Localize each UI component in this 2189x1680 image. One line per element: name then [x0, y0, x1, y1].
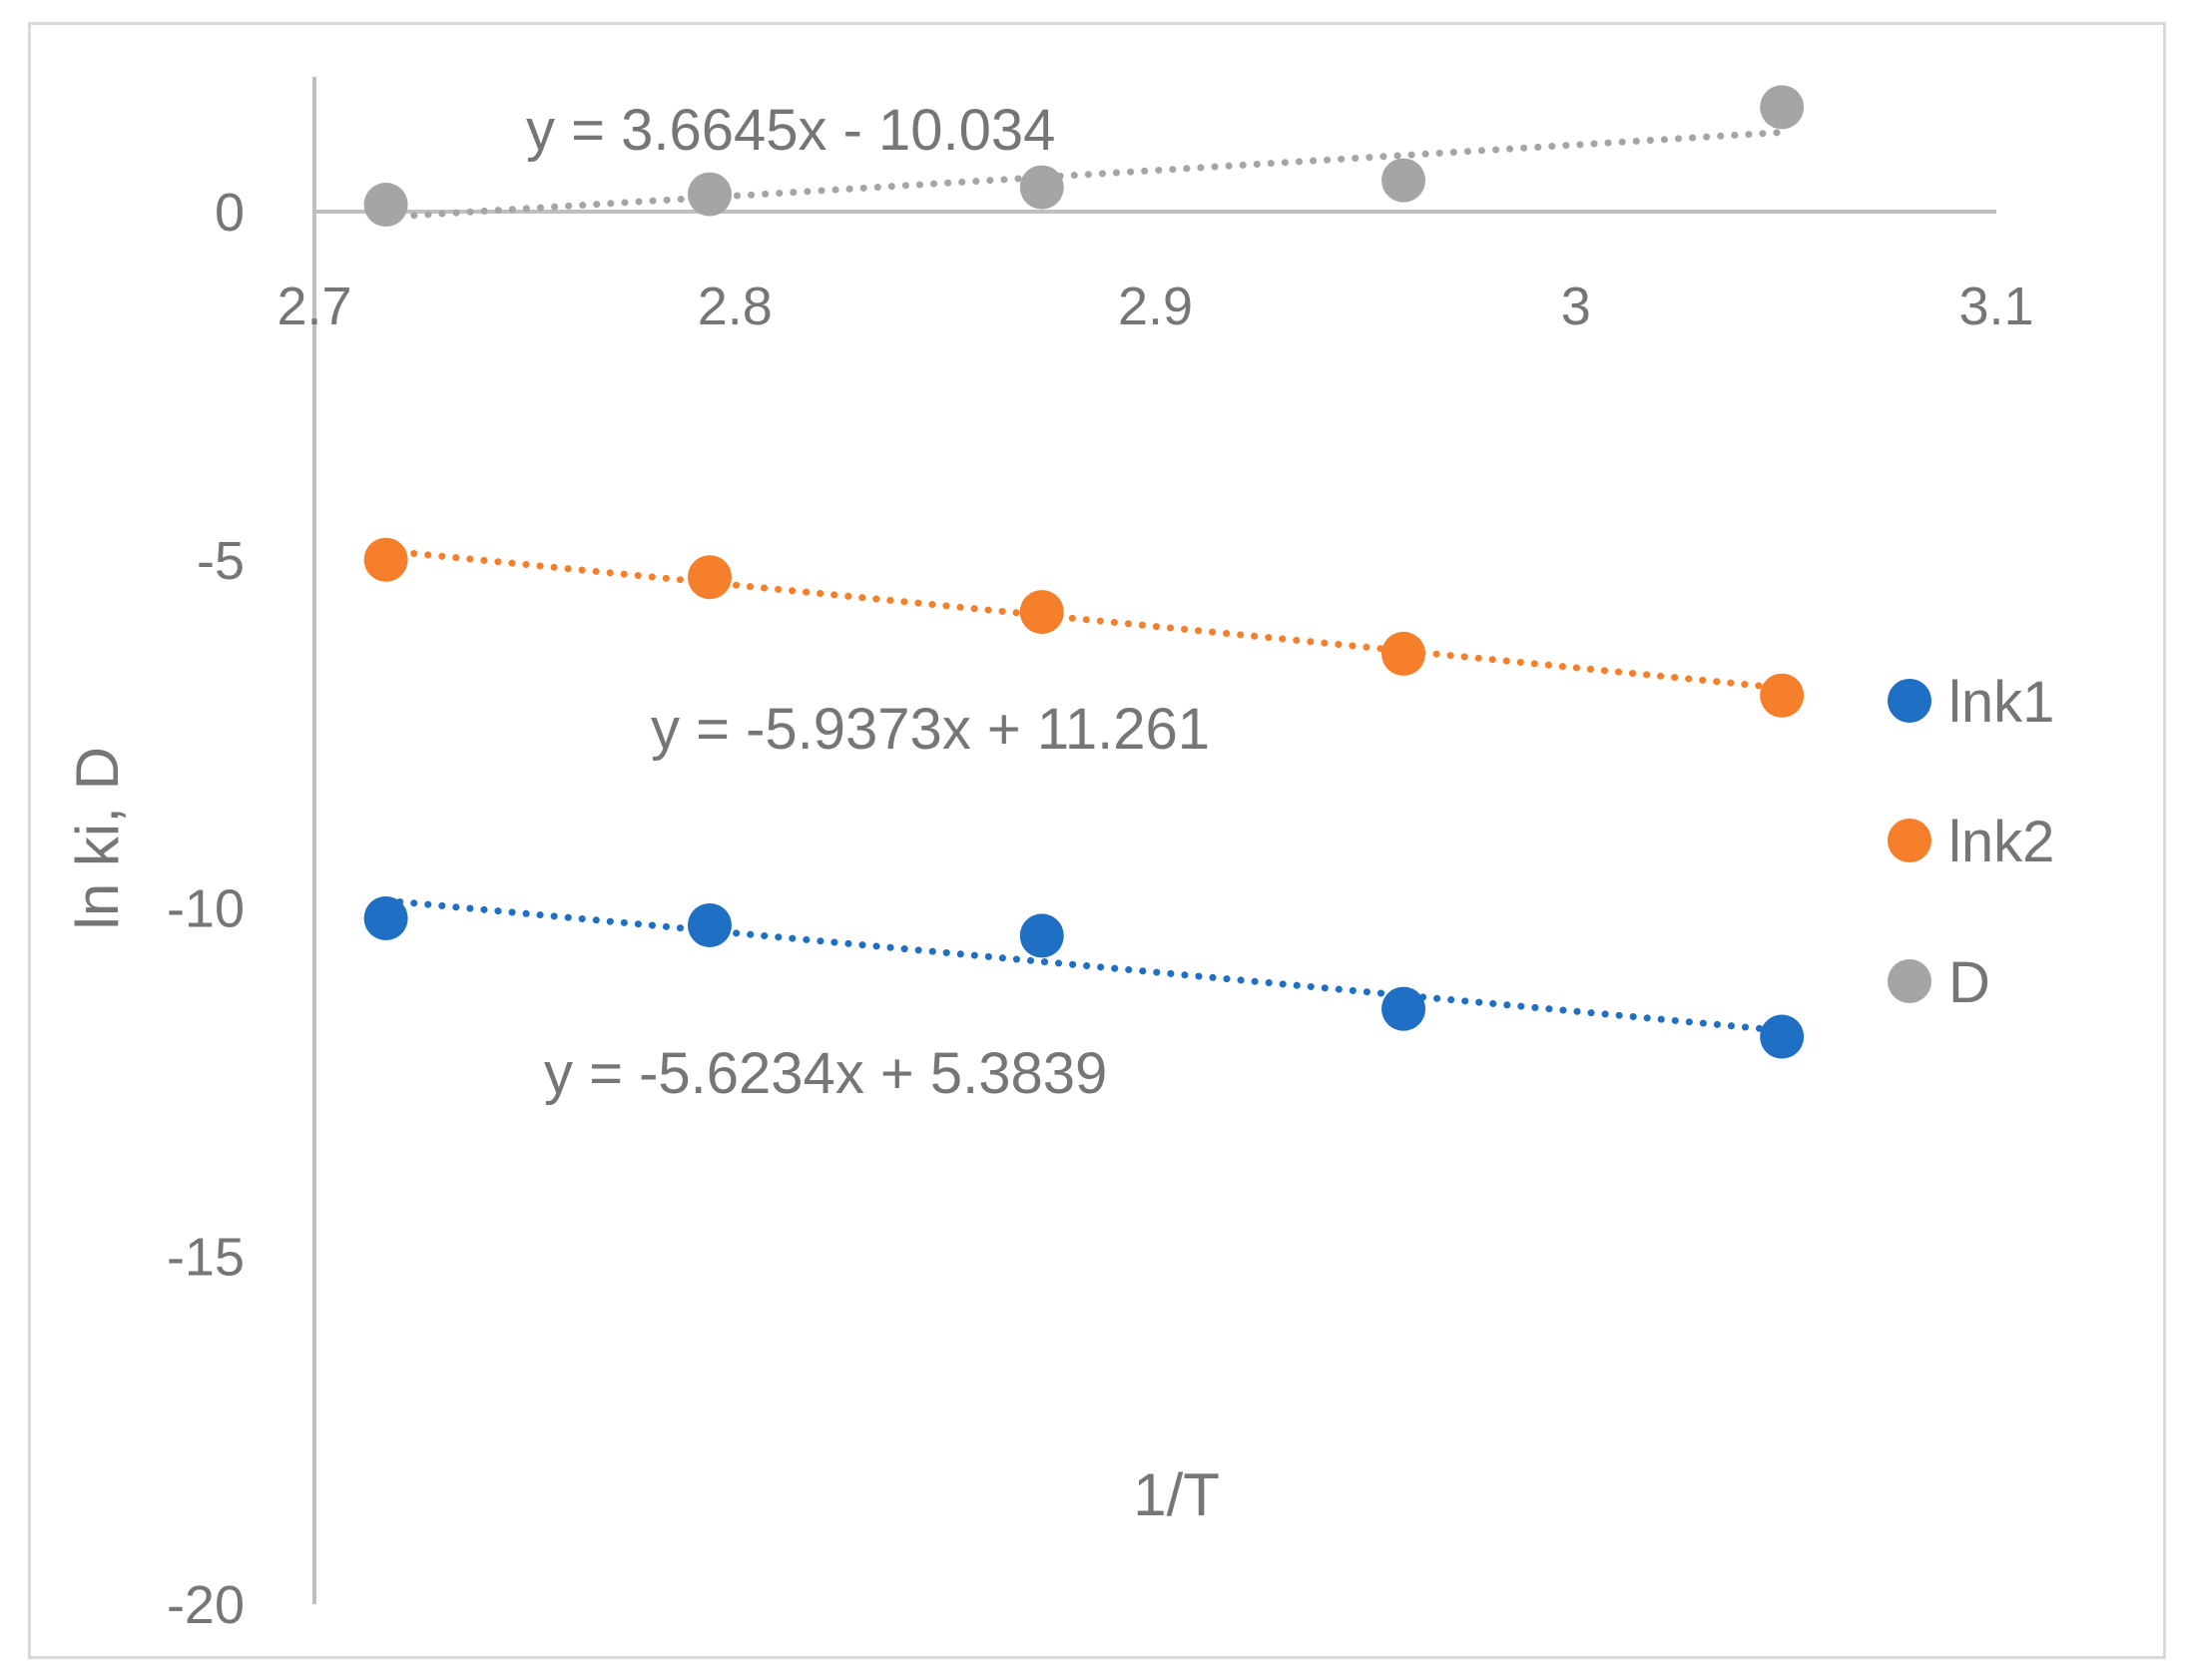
equation-D: y = 3.6645x - 10.034: [526, 98, 1055, 163]
trendline-equations: y = -5.6234x + 5.3839 y = -5.9373x + 11.2…: [526, 98, 1210, 1106]
x-tick-label: 2.8: [698, 277, 773, 336]
y-tick-label: -15: [167, 1227, 245, 1287]
x-tick-label: 2.9: [1118, 277, 1193, 336]
data-point-D: [1760, 85, 1805, 130]
y-axis-title: ln ki, D: [64, 747, 131, 929]
equation-lnk1: y = -5.6234x + 5.3839: [544, 1041, 1107, 1106]
data-point-lnk2: [1381, 631, 1426, 676]
data-point-D: [363, 183, 408, 228]
axes: [312, 77, 1996, 1604]
y-tick-label: 0: [215, 183, 245, 243]
trendline-lnk2: [382, 547, 1786, 692]
trendline-lnk1: [382, 896, 1786, 1034]
x-tick-label: 3.1: [1958, 277, 2033, 336]
data-point-D: [1019, 165, 1064, 210]
legend-label-lnk2: lnk2: [1948, 810, 2054, 874]
y-tick-label: -10: [167, 879, 245, 939]
x-axis-title: 1/T: [1133, 1461, 1220, 1528]
legend-label-D: D: [1948, 950, 1990, 1015]
data-point-D: [687, 172, 732, 217]
data-points: [363, 85, 1805, 1059]
chart-frame: [28, 22, 2166, 1659]
x-tick-label: 2.7: [276, 277, 351, 336]
data-point-lnk1: [1760, 1014, 1805, 1059]
data-point-lnk1: [1381, 986, 1426, 1031]
trendlines: [382, 129, 1786, 1034]
data-point-lnk2: [1019, 590, 1064, 635]
y-tick-label: -5: [197, 531, 245, 591]
legend: lnk1 lnk2 D: [1888, 670, 2054, 1015]
data-point-lnk2: [363, 537, 408, 582]
x-tick-label: 3: [1561, 277, 1591, 336]
data-point-lnk2: [1760, 673, 1805, 718]
trendline-D: [382, 129, 1786, 221]
equation-lnk2: y = -5.9373x + 11.261: [651, 697, 1210, 762]
data-point-D: [1381, 158, 1426, 203]
legend-marker-D: [1888, 959, 1931, 1003]
data-point-lnk1: [363, 895, 408, 940]
legend-label-lnk1: lnk1: [1948, 670, 2054, 735]
legend-marker-lnk2: [1888, 819, 1931, 862]
legend-marker-lnk1: [1888, 679, 1931, 723]
y-tick-labels: 0 -5 -10 -15 -20: [167, 183, 245, 1635]
data-point-lnk1: [687, 902, 732, 947]
data-point-lnk1: [1019, 913, 1064, 958]
data-point-lnk2: [687, 555, 732, 600]
y-tick-label: -20: [167, 1575, 245, 1635]
x-tick-labels: 2.7 2.8 2.9 3 3.1: [276, 277, 2033, 336]
